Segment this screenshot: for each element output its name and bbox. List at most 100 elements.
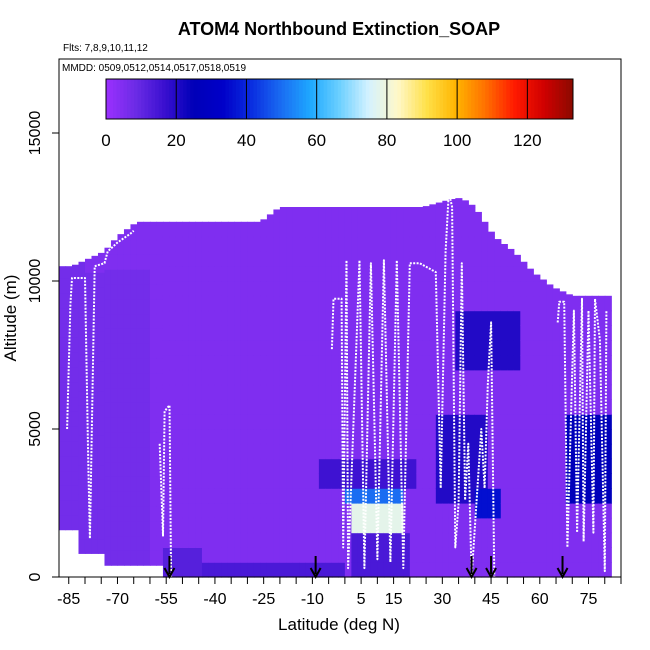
- heatmap-cell: [208, 384, 216, 400]
- heatmap-cell: [84, 258, 93, 273]
- heatmap-cell: [357, 384, 365, 400]
- heatmap-cell: [143, 372, 151, 389]
- heatmap-cell: [591, 488, 599, 504]
- heatmap-cell: [136, 343, 145, 359]
- heatmap-cell: [416, 355, 424, 371]
- heatmap-cell: [305, 399, 313, 415]
- heatmap-cell: [188, 295, 197, 312]
- heatmap-cell: [364, 340, 372, 356]
- heatmap-cell: [435, 236, 443, 252]
- heatmap-cell: [370, 281, 378, 297]
- heatmap-cell: [318, 443, 326, 460]
- heatmap-cell: [565, 414, 573, 430]
- colorbar-segment: [158, 79, 163, 119]
- heatmap-cell: [357, 488, 365, 504]
- flight-track-line: [330, 191, 496, 578]
- heatmap-cell: [546, 443, 554, 460]
- heatmap-cell: [240, 517, 249, 534]
- heatmap-cell: [604, 310, 612, 326]
- heatmap-cell: [188, 429, 197, 445]
- heatmap-cell: [331, 236, 339, 252]
- heatmap-cell: [292, 562, 300, 578]
- heatmap-cell: [136, 461, 145, 477]
- heatmap-cell: [175, 429, 184, 445]
- heatmap-cell: [273, 236, 281, 252]
- heatmap-cell: [247, 473, 255, 489]
- heatmap-cell: [312, 340, 320, 356]
- heatmap-cell: [422, 503, 430, 519]
- heatmap-cell: [201, 517, 210, 534]
- heatmap-cell: [182, 443, 190, 460]
- heatmap-cell: [552, 399, 560, 415]
- heatmap-cell: [162, 221, 171, 238]
- heatmap-cell: [156, 417, 164, 433]
- heatmap-cell: [442, 200, 450, 208]
- heatmap-cell: [312, 281, 320, 297]
- heatmap-cell: [448, 503, 456, 519]
- heatmap-cell: [377, 355, 385, 371]
- heatmap-cell: [221, 473, 229, 489]
- heatmap-cell: [273, 325, 281, 341]
- heatmap-cell: [533, 458, 541, 474]
- heatmap-cell: [422, 221, 430, 238]
- heatmap-cell: [253, 384, 262, 400]
- heatmap-cell: [175, 310, 184, 326]
- heatmap-cell: [169, 251, 177, 267]
- heatmap-cell: [208, 458, 216, 474]
- colorbar-segment: [429, 79, 434, 119]
- heatmap-cell: [500, 295, 508, 312]
- heatmap-cell: [162, 266, 171, 282]
- colorbar-segment: [341, 79, 346, 119]
- heatmap-cell: [104, 387, 112, 403]
- heatmap-cell: [357, 295, 365, 312]
- heatmap-cell: [195, 532, 203, 548]
- heatmap-cell: [286, 458, 294, 474]
- colorbar-segment: [306, 79, 311, 119]
- heatmap-cell: [396, 251, 404, 267]
- heatmap-cell: [448, 369, 456, 386]
- heatmap-cell: [585, 562, 593, 578]
- heatmap-cell: [552, 325, 560, 341]
- heatmap-cell: [370, 310, 378, 326]
- heatmap-cell: [481, 340, 489, 356]
- heatmap-cell: [351, 325, 359, 341]
- plot-area: [59, 191, 612, 580]
- colorbar-segment: [450, 79, 455, 119]
- colorbar-segment: [439, 79, 444, 119]
- heatmap-cell: [604, 547, 612, 563]
- colorbar-segment: [232, 79, 237, 119]
- heatmap-cell: [520, 503, 528, 519]
- heatmap-cell: [286, 310, 294, 326]
- heatmap-cell: [494, 414, 502, 430]
- heatmap-cell: [201, 473, 210, 489]
- heatmap-cell: [474, 547, 482, 563]
- heatmap-cell: [442, 310, 450, 326]
- heatmap-cell: [468, 503, 476, 519]
- heatmap-cell: [429, 399, 437, 415]
- heatmap-cell: [175, 355, 184, 371]
- heatmap-cell: [65, 337, 73, 353]
- heatmap-cell: [91, 434, 99, 451]
- heatmap-cell: [279, 325, 287, 341]
- heatmap-cell: [403, 443, 411, 460]
- heatmap-cell: [591, 503, 599, 519]
- heatmap-cell: [448, 429, 456, 445]
- heatmap-cell: [565, 503, 573, 519]
- heatmap-cell: [487, 369, 495, 386]
- heatmap-cell: [143, 313, 151, 329]
- heatmap-cell: [481, 325, 489, 341]
- heatmap-cell: [357, 310, 365, 326]
- heatmap-cell: [299, 355, 307, 371]
- heatmap-cell: [201, 369, 210, 386]
- heatmap-cell: [299, 399, 307, 415]
- heatmap-cell: [123, 461, 132, 477]
- heatmap-cell: [357, 355, 365, 371]
- heatmap-cell: [143, 520, 151, 537]
- heatmap-cell: [195, 517, 203, 534]
- heatmap-cell: [455, 443, 463, 460]
- heatmap-cell: [286, 443, 294, 460]
- heatmap-cell: [91, 464, 99, 480]
- heatmap-cell: [585, 517, 593, 534]
- heatmap-cell: [318, 517, 326, 534]
- heatmap-cell: [195, 251, 203, 267]
